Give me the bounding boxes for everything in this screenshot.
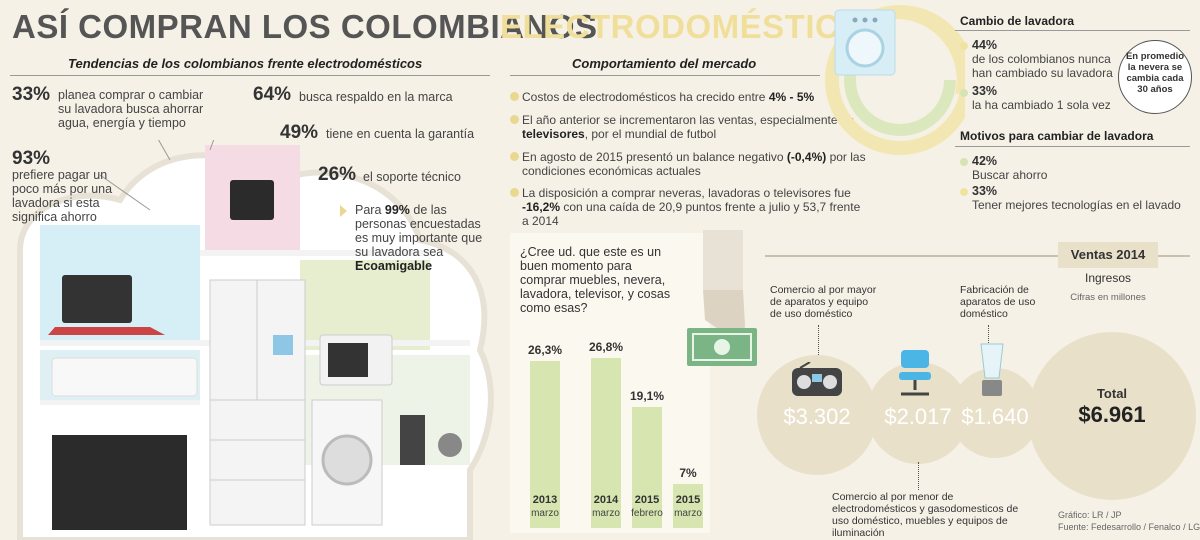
motives-legend-dot — [960, 188, 968, 196]
survey-bar-value-label: 26,8% — [588, 340, 624, 354]
survey-bar-value-label: 7% — [679, 466, 697, 480]
survey-bar-year-label: 2015 — [634, 494, 660, 506]
trend-text-64: busca respaldo en la marca — [299, 90, 453, 104]
total-label: Total — [1096, 386, 1128, 401]
bullet-dot-icon — [510, 92, 519, 101]
trend-pct-64: 64% — [253, 84, 292, 105]
trend-text-33: planea comprar o cambiar su lavadora bus… — [58, 88, 204, 130]
sales-units: Cifras en millones — [1070, 292, 1146, 303]
radio-icon — [792, 362, 842, 396]
market-bullet: Costos de electrodomésticos ha crecido e… — [510, 90, 870, 104]
sales-subheading: Ingresos — [1084, 271, 1132, 285]
credit-source: Fuente: Fedesarrollo / Fenalco / LG — [1058, 522, 1200, 532]
label-manufacturing: Fabricación de aparatos de uso doméstico — [960, 284, 1036, 320]
washer-legend-dot — [960, 42, 968, 50]
label-retail: Comercio al por menor de electrodoméstic… — [832, 491, 1019, 539]
washer-text-33: la ha cambiado 1 sola vez — [972, 98, 1111, 112]
trend-text-26: el soporte técnico — [363, 170, 461, 184]
market-bullet: La disposición a comprar neveras, lavado… — [510, 186, 870, 228]
motives-text-42: Buscar ahorro — [972, 168, 1048, 182]
page-title-part1: ASÍ COMPRAN LOS COLOMBIANOS — [12, 8, 598, 45]
trend-text-93: prefiere pagar un poco más por una lavad… — [12, 168, 113, 224]
survey-bar-month-label: febrero — [631, 508, 663, 519]
trend-pct-49: 49% — [280, 122, 319, 143]
wholesale-pointer — [818, 325, 819, 355]
motives-pct-33: 33% — [972, 184, 998, 198]
motives-text-33: Tener mejores tecnologías en el lavado — [972, 198, 1181, 212]
sales-divider — [765, 255, 1190, 257]
credit-graphic: Gráfico: LR / JP — [1058, 510, 1122, 520]
label-wholesale: Comercio al por mayor de aparatos y equi… — [770, 284, 877, 320]
hand-money-icon — [687, 230, 757, 366]
survey-bar — [530, 361, 560, 528]
washer-text-44: de los colombianos nunca han cambiado su… — [972, 52, 1113, 80]
bullet-dot-icon — [510, 188, 519, 197]
appliances-house-illustration — [17, 140, 494, 540]
blender-icon — [980, 343, 1004, 396]
washer-pct-44: 44% — [972, 38, 998, 52]
total-value: $6.961 — [1078, 402, 1146, 427]
survey-bar — [673, 484, 703, 528]
bullet-dot-icon — [510, 152, 519, 161]
trends-heading: Tendencias de los colombianos frente ele… — [68, 56, 423, 71]
page-title-part2: ELECTRODOMÉSTICOS — [500, 8, 889, 45]
survey-bar-month-label: marzo — [592, 508, 620, 519]
market-heading: Comportamiento del mercado — [572, 56, 757, 71]
sales-value-retail: $2.017 — [884, 404, 952, 429]
survey-bar-value-label: 19,1% — [629, 389, 665, 403]
survey-bar — [591, 358, 621, 528]
survey-bar-year-label: 2015 — [675, 494, 701, 506]
motives-divider — [955, 146, 1190, 147]
sales-value-wholesale: $3.302 — [783, 404, 851, 429]
survey-bar — [632, 407, 662, 528]
retail-pointer — [918, 462, 919, 490]
total-circle — [1028, 332, 1196, 500]
office-chair-icon — [899, 350, 931, 396]
chart-title: ¿Cree ud. que este es un buen momento pa… — [520, 245, 671, 315]
survey-bar-year-label: 2013 — [532, 494, 558, 506]
survey-bar-value-label: 26,3% — [527, 343, 563, 357]
trends-divider — [10, 75, 490, 76]
survey-bar-year-label: 2014 — [593, 494, 619, 506]
fridge-note-circle: En promedio la nevera se cambia cada 30 … — [1118, 40, 1192, 114]
market-bullet: En agosto de 2015 presentó un balance ne… — [510, 150, 870, 178]
market-divider — [510, 75, 820, 76]
trend-pct-93: 93% — [12, 148, 51, 169]
motives-legend-dot — [960, 158, 968, 166]
survey-bar-month-label: marzo — [531, 508, 559, 519]
eco-arrow-icon — [340, 205, 347, 217]
sales-heading: Ventas 2014 — [1058, 242, 1158, 268]
eco-text: Para 99% de las personas encuestadas es … — [355, 203, 483, 273]
trend-pct-26: 26% — [318, 164, 357, 185]
trend-pct-33: 33% — [12, 84, 51, 105]
bullet-dot-icon — [510, 115, 519, 124]
washer-divider — [955, 30, 1190, 31]
survey-bar-month-label: marzo — [674, 508, 702, 519]
washer-legend-dot — [960, 89, 968, 97]
trend-text-49: tiene en cuenta la garantía — [326, 127, 475, 141]
sales-value-manufacturing: $1.640 — [961, 404, 1029, 429]
motives-heading: Motivos para cambiar de lavadora — [960, 129, 1154, 143]
motives-pct-42: 42% — [972, 154, 998, 168]
washer-pct-33: 33% — [972, 84, 998, 98]
fridge-note-text: En promedio la nevera se cambia cada 30 … — [1125, 51, 1185, 95]
market-bullet: El año anterior se incrementaron las ven… — [510, 113, 870, 141]
washer-donut-chart — [825, 5, 965, 155]
washer-heading: Cambio de lavadora — [960, 14, 1075, 28]
manufacturing-pointer — [988, 325, 989, 347]
